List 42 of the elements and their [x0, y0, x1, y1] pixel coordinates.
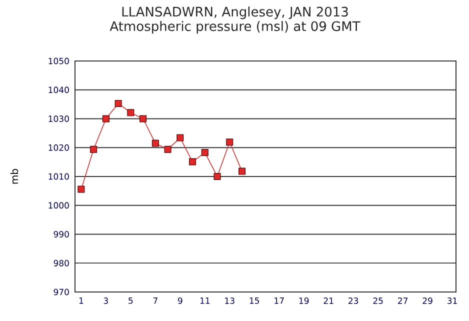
y-tick-label: 1050 — [48, 58, 69, 64]
point — [226, 138, 234, 146]
x-tick-label: 3 — [104, 298, 108, 304]
x-tick-label: 9 — [178, 298, 182, 304]
x-tick-label: 5 — [128, 298, 133, 304]
x-tick-label: 19 — [299, 298, 309, 304]
point — [90, 146, 98, 153]
x-tick-label: 27 — [398, 298, 408, 304]
point — [152, 140, 159, 147]
point — [78, 186, 85, 193]
x-tick-label: 29 — [422, 298, 432, 304]
point — [102, 115, 110, 122]
chart-subtitle: Atmospheric pressure (msl) at 09 GMT — [110, 21, 360, 34]
point — [201, 149, 208, 156]
x-tick-label: 1 — [79, 298, 84, 304]
point — [214, 172, 221, 180]
y-axis-title: mb — [10, 168, 18, 184]
x-tick-label: 17 — [274, 298, 284, 304]
y-tick-label: 1020 — [48, 144, 69, 151]
x-tick-label: 25 — [373, 298, 383, 304]
point — [238, 168, 246, 175]
y-tick-label: 990 — [54, 231, 69, 238]
x-tick-label: 13 — [225, 298, 234, 304]
x-tick-label: 15 — [250, 298, 260, 304]
point — [189, 158, 196, 166]
y-tick-label: 1000 — [48, 202, 69, 209]
y-tick-label: 980 — [54, 260, 69, 266]
y-tick-label: 1040 — [48, 86, 69, 94]
x-tick-label: 31 — [448, 298, 457, 304]
x-tick-label: 11 — [200, 298, 210, 304]
point — [127, 109, 134, 116]
point — [140, 115, 147, 122]
y-tick-label: 1010 — [48, 173, 69, 180]
y-tick-label: 1030 — [48, 116, 69, 122]
x-tick-label: 23 — [348, 298, 358, 304]
point — [114, 100, 122, 107]
point — [164, 146, 172, 153]
chart-title: LLANSADWRN, Anglesey, JAN 2013 — [122, 6, 348, 20]
x-tick-label: 21 — [324, 298, 334, 304]
point — [176, 134, 184, 142]
x-tick-label: 7 — [153, 298, 158, 304]
y-tick-label: 970 — [54, 288, 69, 296]
